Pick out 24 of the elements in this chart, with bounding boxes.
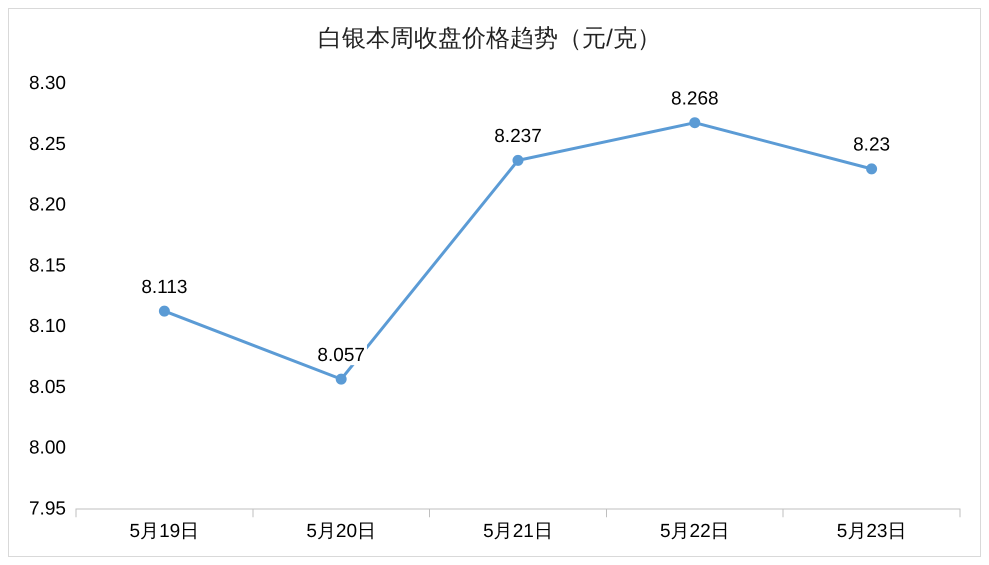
y-tick-label: 8.05 bbox=[28, 376, 66, 398]
y-tick-label: 8.30 bbox=[28, 73, 66, 94]
y-tick-label: 8.25 bbox=[28, 134, 66, 155]
point bbox=[866, 163, 878, 174]
point bbox=[512, 154, 524, 166]
data-label: 8.237 bbox=[494, 126, 542, 148]
x-tick-label: 5月19日 bbox=[130, 520, 200, 542]
data-label: 8.23 bbox=[853, 134, 890, 156]
x-tick-label: 5月23日 bbox=[836, 520, 906, 542]
data-label: 8.268 bbox=[671, 88, 719, 110]
point bbox=[158, 306, 170, 317]
y-tick-label: 8.15 bbox=[28, 255, 66, 276]
y-tick-label: 8.00 bbox=[28, 438, 66, 459]
point bbox=[336, 374, 347, 385]
x-tick-label: 5月21日 bbox=[483, 520, 553, 542]
y-tick-label: 8.10 bbox=[28, 316, 66, 338]
data-label: 8.057 bbox=[317, 344, 365, 366]
chart-title: 白银本周收盘价格趋势（元/克） bbox=[318, 25, 661, 52]
y-tick-label: 7.95 bbox=[28, 498, 66, 520]
point bbox=[689, 117, 700, 128]
y-tick-label: 8.20 bbox=[28, 194, 66, 216]
data-label: 8.113 bbox=[141, 276, 188, 298]
x-tick-label: 5月20日 bbox=[306, 520, 376, 542]
x-tick-label: 5月22日 bbox=[660, 520, 730, 542]
